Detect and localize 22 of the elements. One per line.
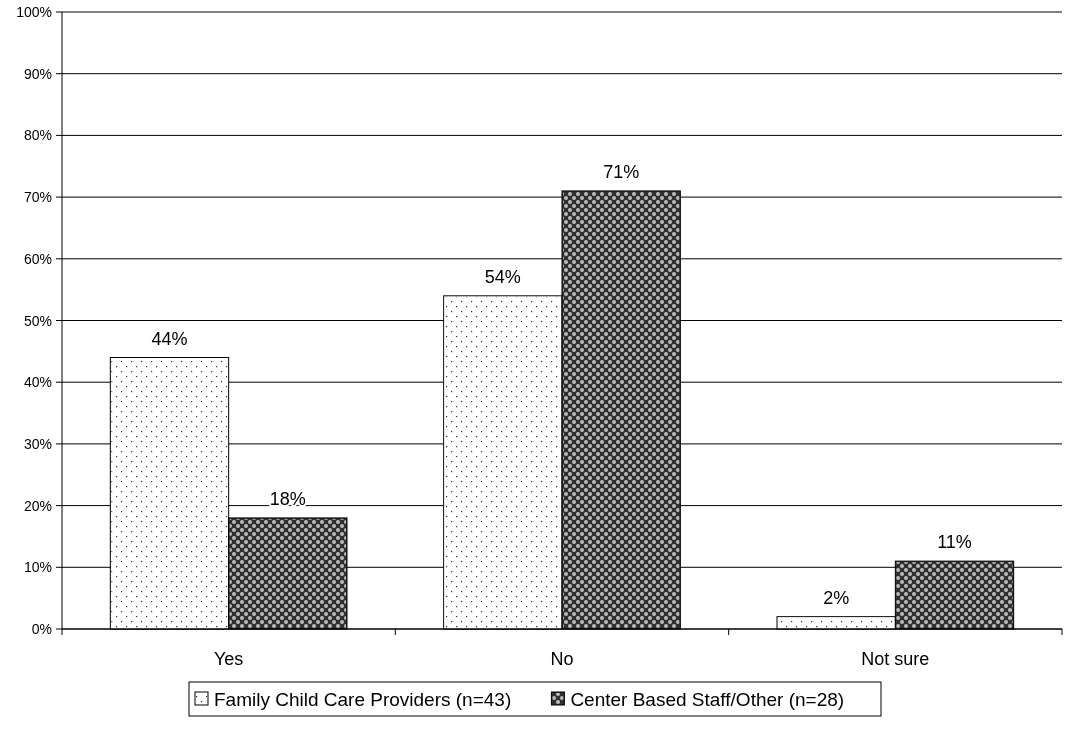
y-tick-label: 0% xyxy=(31,621,52,637)
text: 44% xyxy=(151,328,188,349)
x-tick-label: No xyxy=(550,649,574,669)
legend-label: Center Based Staff/Other (n=28) xyxy=(570,689,845,710)
y-tick-label: 80% xyxy=(23,127,52,144)
text: 2% xyxy=(823,587,850,608)
legend-label: Family Child Care Providers (n=43) xyxy=(214,689,512,710)
x-tick-label: Not sure xyxy=(861,649,930,669)
y-tick-label: 50% xyxy=(23,312,52,329)
y-tick-label: 90% xyxy=(23,65,52,82)
x-tick-label: Yes xyxy=(213,649,244,669)
text: 18% xyxy=(269,488,306,509)
y-tick-label: 100% xyxy=(16,4,52,20)
y-tick-label: 20% xyxy=(23,497,52,514)
y-tick-label: 10% xyxy=(23,559,52,576)
y-tick-label: 70% xyxy=(23,189,52,206)
text: 54% xyxy=(484,266,521,287)
y-tick-label: 40% xyxy=(23,374,52,391)
text: 71% xyxy=(603,161,640,182)
text: 11% xyxy=(937,532,972,553)
y-tick-label: 30% xyxy=(23,435,52,452)
y-tick-label: 60% xyxy=(23,250,52,267)
